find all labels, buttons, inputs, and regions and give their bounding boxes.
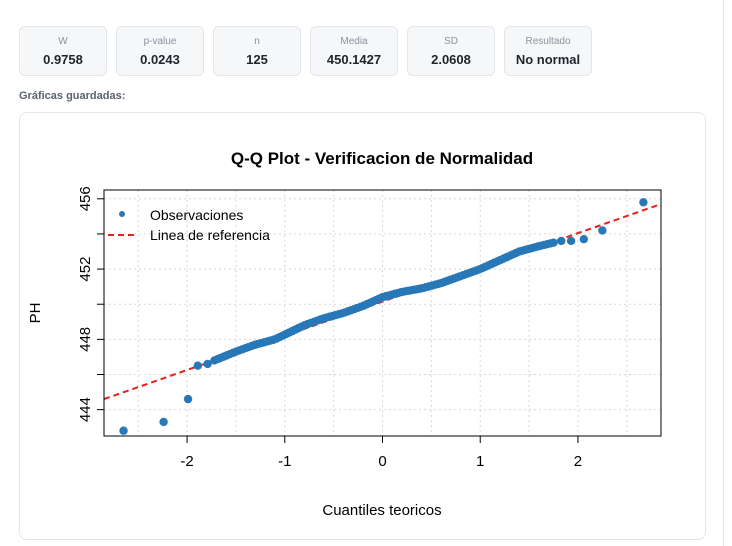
data-point — [159, 417, 168, 427]
legend: Observaciones Linea de referencia — [108, 207, 270, 243]
x-tick-label: 0 — [378, 453, 386, 470]
legend-label-linea-referencia: Linea de referencia — [150, 227, 270, 243]
saved-charts-label: Gráficas guardadas: — [19, 90, 126, 102]
chart-title: Q-Q Plot - Verificacion de Normalidad — [231, 149, 533, 168]
y-tick-label: 448 — [77, 327, 94, 352]
reference-line-group — [103, 203, 662, 401]
stat-label: SD — [444, 36, 458, 47]
stat-card-media: Media 450.1427 — [310, 26, 398, 76]
stat-label: n — [254, 36, 260, 47]
stat-value: 0.9758 — [43, 52, 83, 67]
stat-card-n: n 125 — [213, 26, 301, 76]
stat-value: 2.0608 — [431, 52, 471, 67]
x-tick-label: 1 — [476, 453, 484, 470]
stat-card-resultado: Resultado No normal — [504, 26, 592, 76]
stat-value: 0.0243 — [140, 52, 180, 67]
data-point — [579, 235, 589, 244]
x-tick-label: 2 — [574, 453, 582, 470]
y-axis-label: PH — [27, 303, 44, 324]
stat-label: W — [58, 36, 68, 47]
data-point — [119, 426, 128, 435]
y-tick-label: 456 — [77, 186, 94, 211]
x-tick-label: -1 — [278, 453, 291, 470]
data-point — [193, 361, 203, 370]
qq-plot: Q-Q Plot - Verificacion de Normalidad -2… — [27, 149, 662, 519]
x-axis-label: Cuantiles teoricos — [322, 502, 441, 519]
chart-card: Q-Q Plot - Verificacion de Normalidad -2… — [19, 112, 706, 540]
x-axis: -2 -1 0 1 2 — [180, 436, 582, 470]
data-point — [183, 394, 193, 404]
stat-card-w: W 0.9758 — [19, 26, 107, 76]
legend-label-observaciones: Observaciones — [150, 207, 243, 223]
data-point — [639, 198, 648, 207]
y-tick-label: 444 — [77, 397, 94, 422]
y-axis: 444 448 452 456 — [77, 186, 104, 422]
stat-card-p-value: p-value 0.0243 — [116, 26, 204, 76]
data-point — [598, 226, 607, 235]
stat-label: Resultado — [525, 36, 571, 47]
reference-line — [103, 203, 662, 401]
data-point — [203, 359, 212, 369]
grid — [104, 190, 661, 436]
data-point — [566, 236, 576, 246]
data-point — [557, 236, 566, 246]
stat-label: p-value — [143, 36, 177, 47]
stat-card-sd: SD 2.0608 — [407, 26, 495, 76]
points-group — [119, 198, 648, 435]
stat-value: 450.1427 — [326, 52, 382, 67]
y-tick-label: 452 — [77, 257, 94, 282]
stat-label: Media — [340, 36, 368, 47]
legend-point-marker — [119, 211, 125, 217]
data-point — [549, 238, 558, 247]
stat-value: 125 — [246, 52, 268, 67]
stat-value: No normal — [515, 52, 581, 67]
x-tick-label: -2 — [180, 453, 193, 470]
